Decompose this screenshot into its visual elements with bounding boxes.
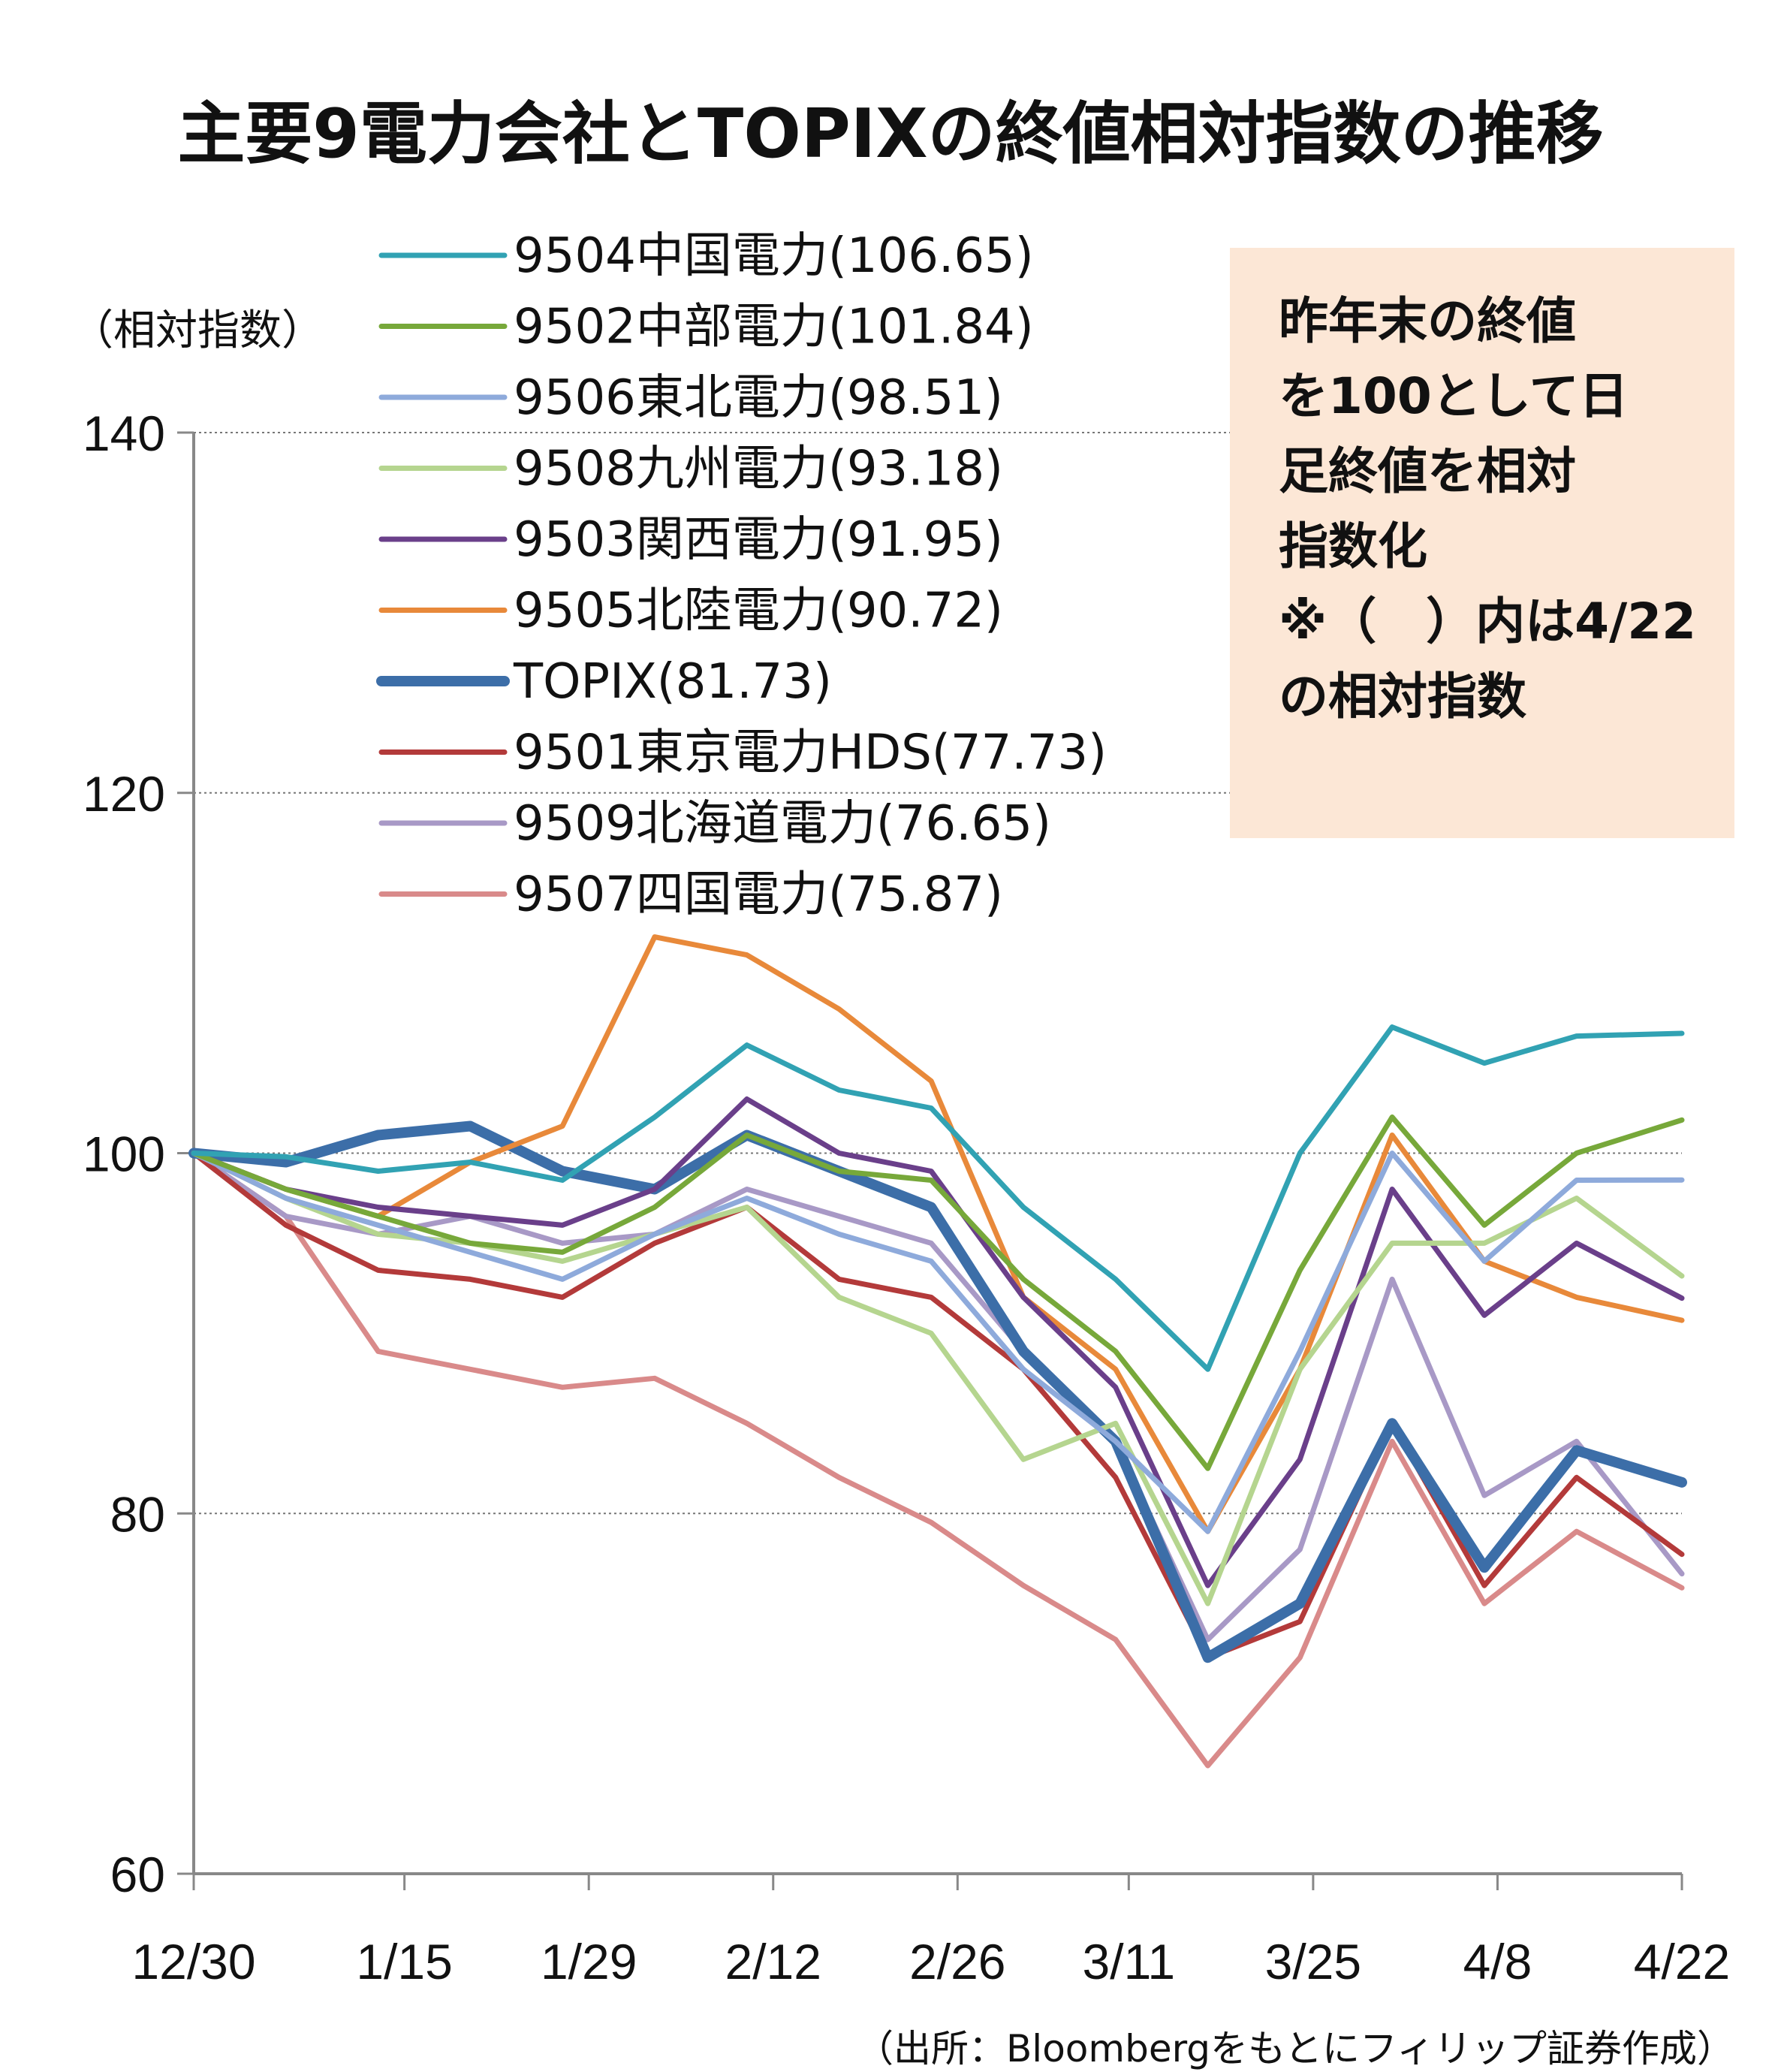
legend-entry: 9505北陸電力(90.72) <box>514 584 1003 639</box>
note-box: 昨年末の終値 を100として日 足終値を相対 指数化 ※（ ）内は4/22 の相… <box>1230 248 1734 838</box>
x-tick-label: 1/15 <box>356 1934 452 1989</box>
series-line <box>191 1096 1685 1588</box>
x-tick-label: 3/11 <box>1083 1934 1176 1989</box>
note-line: 昨年末の終値 <box>1279 292 1576 350</box>
x-tick-label: 4/22 <box>1634 1934 1730 1989</box>
y-tick-label: 100 <box>83 1126 165 1182</box>
x-tick-label: 12/30 <box>131 1934 255 1989</box>
y-axis-unit-label: （相対指数） <box>71 306 324 355</box>
x-tick-label: 2/26 <box>909 1934 1005 1989</box>
legend-entry: 9509北海道電力(76.65) <box>514 796 1051 852</box>
series-line <box>191 1024 1685 1372</box>
series-line <box>191 1151 1685 1534</box>
legend-entry: 9502中部電力(101.84) <box>514 300 1034 355</box>
series-line <box>191 1114 1685 1471</box>
y-tick-label: 140 <box>83 406 165 461</box>
legend: 9504中国電力(106.65) 9502中部電力(101.84) 9506東北電力… <box>376 228 1107 923</box>
note-line: を100として日 <box>1279 367 1629 425</box>
legend-entry: 9501東京電力HDS(77.73) <box>514 725 1107 781</box>
x-tick-label: 3/25 <box>1265 1934 1361 1989</box>
note-line: ※（ ）内は4/22 <box>1279 593 1697 650</box>
series-line <box>191 1151 1685 1769</box>
x-tick-label: 2/12 <box>725 1934 821 1989</box>
x-tick-label: 4/8 <box>1463 1934 1532 1989</box>
chart-title: 主要9電力会社とTOPIXの終値相対指数の推移 <box>177 95 1604 173</box>
y-tick-label: 120 <box>83 766 165 822</box>
note-line: 足終値を相対 <box>1279 442 1576 500</box>
legend-entry: 9508九州電力(93.18) <box>514 442 1003 497</box>
legend-entry: 9503関西電力(91.95) <box>514 512 1003 568</box>
x-tick-label: 1/29 <box>541 1934 637 1989</box>
axes: 60 80 100 120 140 12/30 1/15 1/29 2/12 2/26 3/11 3/… <box>83 406 1730 1989</box>
legend-entry: 9506東北電力(98.51) <box>514 370 1003 426</box>
legend-entry: TOPIX(81.73) <box>513 654 832 710</box>
y-tick-label: 60 <box>110 1847 165 1902</box>
series-line <box>191 934 1685 1534</box>
note-line: 指数化 <box>1279 517 1427 575</box>
legend-entry: 9504中国電力(106.65) <box>514 228 1034 284</box>
legend-entry: 9507四国電力(75.87) <box>514 867 1003 923</box>
series-line <box>188 1120 1687 1663</box>
series-lines <box>188 934 1687 1769</box>
series-line <box>191 1151 1685 1642</box>
series-line <box>191 1151 1685 1606</box>
y-tick-label: 80 <box>110 1486 165 1542</box>
note-line: の相対指数 <box>1279 668 1526 725</box>
gridlines <box>194 432 1682 1515</box>
source-note: （出所：Bloombergをもとにフィリップ証券作成） <box>856 2027 1734 2070</box>
